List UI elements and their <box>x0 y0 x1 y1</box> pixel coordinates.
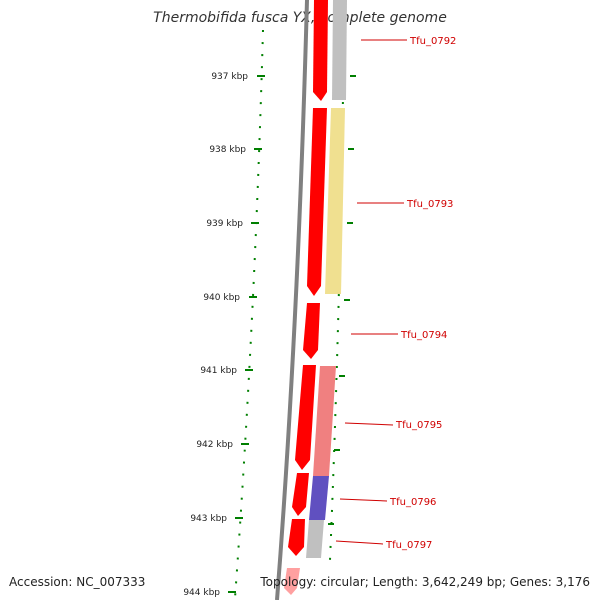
gene-label-tfu-0794[interactable]: Tfu_0794 <box>400 330 447 341</box>
gene-leader-lines <box>335 39 407 545</box>
gene-label-tfu-0792[interactable]: Tfu_0792 <box>409 36 456 47</box>
topology-label: Topology: circular; Length: 3,642,249 bp… <box>260 575 590 589</box>
kbp-tick-938: 938 kbp <box>209 145 246 155</box>
gene-arrow-tfu-0797 <box>288 519 305 556</box>
kbp-tick-939: 939 kbp <box>206 219 243 229</box>
gene-arrow-partial <box>284 568 300 595</box>
kbp-tick-940: 940 kbp <box>203 293 240 303</box>
gene-arrow-track <box>284 0 328 595</box>
kbp-tick-group: 937 kbp 938 kbp 939 kbp 940 kbp 941 kbp … <box>183 72 265 598</box>
gene-arrow-tfu-0792 <box>313 0 328 101</box>
kbp-tick-944: 944 kbp <box>183 588 220 598</box>
genome-backbone <box>275 0 309 600</box>
accession-label: Accession: NC_007333 <box>9 575 146 589</box>
genome-title: Thermobifida fusca YX, complete genome <box>153 10 447 26</box>
right-tick-group <box>328 75 356 525</box>
gene-arrow-tfu-0793 <box>307 108 327 296</box>
kbp-tick-937: 937 kbp <box>211 72 248 82</box>
kbp-tick-942: 942 kbp <box>196 440 233 450</box>
gene-label-tfu-0795[interactable]: Tfu_0795 <box>395 420 442 431</box>
gene-label-tfu-0793[interactable]: Tfu_0793 <box>406 199 453 210</box>
gene-label-tfu-0796[interactable]: Tfu_0796 <box>389 497 436 508</box>
kbp-tick-943: 943 kbp <box>190 514 227 524</box>
gene-arrow-tfu-0795 <box>295 365 316 470</box>
gene-arrow-tfu-0794 <box>303 303 320 359</box>
kbp-tick-941: 941 kbp <box>200 366 237 376</box>
gene-label-tfu-0797[interactable]: Tfu_0797 <box>385 540 432 551</box>
gene-arrow-tfu-0796 <box>292 473 309 516</box>
feature-band-track <box>306 0 347 558</box>
dotted-scale-line <box>234 29 345 599</box>
